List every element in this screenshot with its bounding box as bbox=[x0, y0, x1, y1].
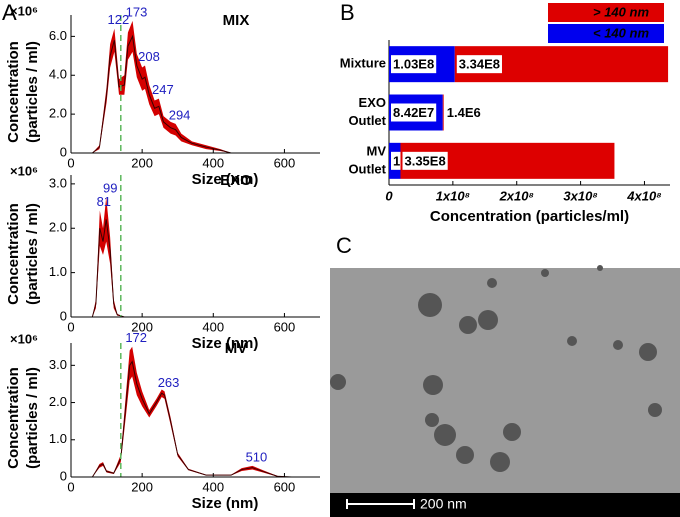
value-label-bg bbox=[402, 151, 448, 170]
value-label: 3.35E8 bbox=[404, 153, 445, 168]
value-label: 3.34E8 bbox=[459, 57, 500, 72]
x-tick-label: 200 bbox=[131, 155, 153, 170]
x-tick-label: 0 bbox=[67, 155, 74, 170]
legend-label: > 140 nm bbox=[593, 4, 649, 19]
y-scale-label: ×10⁶ bbox=[10, 331, 38, 346]
value-label-bg bbox=[391, 103, 437, 122]
category-label: Outlet bbox=[348, 161, 386, 176]
line bbox=[91, 219, 143, 318]
y-tick-label: 2.0 bbox=[49, 220, 67, 235]
y-scale-label: ×10⁶ bbox=[10, 163, 38, 178]
category-label: EXO bbox=[359, 95, 386, 110]
particles bbox=[330, 265, 662, 472]
x-axis-label: Size (nm) bbox=[192, 335, 259, 352]
peak-label: 294 bbox=[169, 107, 191, 122]
panel-label: C bbox=[336, 233, 352, 258]
x-tick-label: 4x10⁸ bbox=[626, 188, 661, 203]
y-tick-label: 1.0 bbox=[49, 431, 67, 446]
chart-title: EXO bbox=[220, 172, 252, 189]
line bbox=[91, 360, 292, 478]
y-tick-label: 0 bbox=[60, 308, 67, 323]
x-tick-label: 0 bbox=[67, 319, 74, 334]
legend-swatch bbox=[548, 24, 664, 43]
panel-label: B bbox=[340, 0, 355, 25]
x-tick-label: 0 bbox=[67, 479, 74, 494]
scale-bar-label: 200 nm bbox=[420, 496, 467, 512]
y-axis-label: Concentration bbox=[5, 367, 22, 469]
x-tick-label: 600 bbox=[274, 479, 296, 494]
y-axis-label: (particles / ml) bbox=[24, 203, 41, 305]
x-axis-label: Size (nm) bbox=[192, 171, 259, 188]
peak-label: 81 bbox=[97, 194, 111, 209]
panel-label: A bbox=[2, 0, 17, 25]
y-axis-label: Concentration bbox=[5, 41, 22, 143]
value-label-bg bbox=[391, 55, 437, 74]
category-label: Outlet bbox=[348, 113, 386, 128]
peak-label: 263 bbox=[158, 375, 180, 390]
line bbox=[92, 34, 232, 154]
error-band bbox=[92, 197, 143, 317]
x-tick-label: 200 bbox=[131, 319, 153, 334]
y-tick-label: 2.0 bbox=[49, 106, 67, 121]
x-tick-label: 200 bbox=[131, 479, 153, 494]
peak-label: 99 bbox=[103, 181, 117, 196]
y-tick-label: 2.0 bbox=[49, 394, 67, 409]
peak-label: 172 bbox=[125, 330, 147, 345]
y-tick-label: 3.0 bbox=[49, 357, 67, 372]
x-axis-label: Size (nm) bbox=[192, 495, 259, 512]
value-label: 1.03E8 bbox=[393, 57, 434, 72]
image-background bbox=[330, 268, 680, 517]
peak-label: 247 bbox=[152, 82, 174, 97]
x-tick-label: 0 bbox=[385, 188, 393, 203]
y-axis-label: (particles / ml) bbox=[24, 41, 41, 143]
peak-label: 122 bbox=[108, 12, 130, 27]
y-tick-label: 0 bbox=[60, 468, 67, 483]
value-label: 1.4E6 bbox=[447, 105, 481, 120]
y-axis-label: Concentration bbox=[5, 203, 22, 305]
value-label-bg bbox=[456, 55, 502, 74]
bar-segment bbox=[442, 94, 444, 131]
x-tick-label: 2x10⁸ bbox=[499, 188, 534, 203]
x-tick-label: 400 bbox=[202, 479, 224, 494]
x-tick-label: 3x10⁸ bbox=[563, 188, 597, 203]
category-label: Mixture bbox=[340, 56, 386, 71]
y-tick-label: 6.0 bbox=[49, 28, 67, 43]
category-label: MV bbox=[367, 143, 387, 158]
legend-swatch bbox=[548, 3, 664, 22]
x-axis-label: Concentration (particles/ml) bbox=[430, 208, 629, 225]
x-tick-label: 400 bbox=[202, 155, 224, 170]
y-scale-label: ×10⁶ bbox=[10, 3, 38, 18]
y-axis-label: (particles / ml) bbox=[24, 367, 41, 469]
legend-label: < 140 nm bbox=[593, 25, 649, 40]
chart-title: MV bbox=[225, 340, 248, 357]
x-tick-label: 400 bbox=[202, 319, 224, 334]
x-tick-label: 600 bbox=[274, 155, 296, 170]
peak-label: 510 bbox=[246, 449, 268, 464]
chart-title: MIX bbox=[223, 12, 250, 29]
tem-image: 200 nm bbox=[330, 265, 680, 517]
y-tick-label: 0 bbox=[60, 144, 67, 159]
value-label-bg bbox=[444, 103, 483, 122]
peak-label: 173 bbox=[126, 4, 148, 19]
x-tick-label: 1x10⁸ bbox=[436, 188, 470, 203]
y-tick-label: 1.0 bbox=[49, 264, 67, 279]
value-label: 8.42E7 bbox=[393, 105, 434, 120]
y-tick-label: 3.0 bbox=[49, 175, 67, 190]
y-tick-label: 4.0 bbox=[49, 67, 67, 82]
x-tick-label: 600 bbox=[274, 319, 296, 334]
peak-label: 208 bbox=[138, 49, 160, 64]
